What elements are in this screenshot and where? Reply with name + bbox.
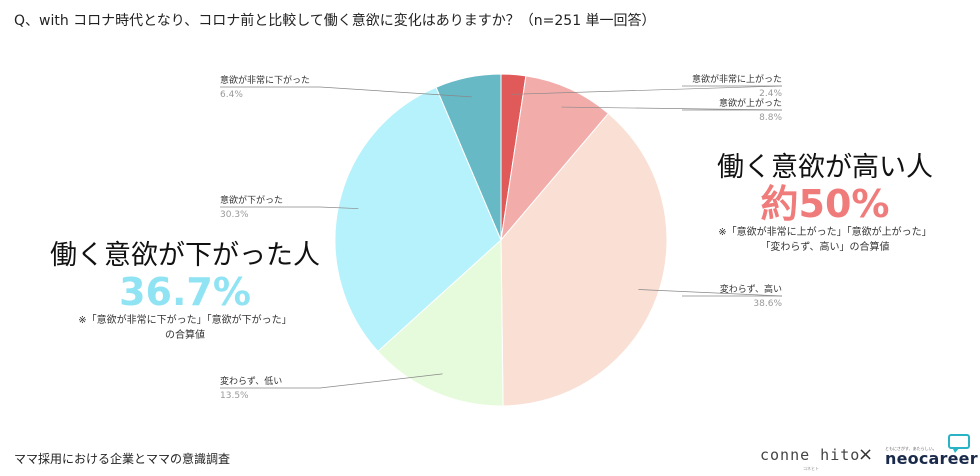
label-leaders: [220, 85, 783, 389]
leader-line-6: [319, 86, 472, 98]
slice-labels: 意欲が非常に上がった 2.4%意欲が上がった 8.8% 変わらず、高い 38.6% 変わら…: [220, 73, 782, 401]
callout-low-note-1: ※「意欲が非常に下がった」「意欲が下がった」: [78, 315, 292, 327]
pie-slice-5: [334, 86, 502, 353]
neocareer-logo: neocareer: [885, 449, 978, 468]
leader-line-4: [319, 373, 443, 389]
slice-value-3: 38.6%: [753, 299, 782, 309]
speech-bubble-icon: [948, 434, 970, 453]
slice-label-6: 意欲が非常に下がった: [220, 74, 310, 86]
slice-value-6: 6.4%: [220, 90, 243, 100]
pie-slice-4: [377, 238, 504, 407]
pie-slice-6: [435, 73, 502, 241]
callout-low-percent: 36.7%: [119, 270, 251, 315]
slice-value-5: 30.3%: [220, 210, 249, 220]
callout-low: 働く意欲が下がった人 36.7% ※「意欲が非常に下がった」「意欲が下がった」 …: [20, 240, 350, 343]
pie-slice-2: [500, 75, 610, 242]
leader-line-5: [319, 206, 359, 209]
callout-high: 働く意欲が高い人 約50% ※「意欲が非常に上がった」「意欲が上がった」 「変わ…: [700, 152, 950, 255]
slice-label-3: 変わらず、高い: [720, 283, 782, 295]
callout-low-note-2: の合算値: [165, 329, 205, 341]
neocareer-tagline: ともにさがす、あたらしい。: [885, 446, 937, 451]
conne-hito-logo-sub: コネヒト: [803, 466, 819, 471]
slice-label-5: 意欲が下がった: [220, 194, 283, 206]
cross-icon: ×: [858, 444, 874, 465]
callout-high-percent: 約50%: [760, 182, 890, 227]
leader-line-1: [511, 85, 783, 95]
callout-low-heading: 働く意欲が下がった人: [50, 240, 320, 271]
slice-value-1: 2.4%: [759, 89, 782, 99]
survey-name: ママ採用における企業とママの意識調査: [14, 452, 231, 466]
callout-high-note-2: 「変わらず、高い」の合算値: [760, 241, 890, 253]
slice-label-1: 意欲が非常に上がった: [692, 73, 782, 85]
leader-line-3: [638, 289, 783, 297]
slice-value-2: 8.8%: [759, 113, 782, 123]
slice-label-4: 変わらず、低い: [220, 375, 282, 387]
conne-hito-logo: conne hito: [760, 446, 861, 464]
leader-line-2: [561, 106, 783, 111]
callout-high-note-1: ※「意欲が非常に上がった」「意欲が上がった」: [718, 227, 932, 239]
slice-label-2: 意欲が上がった: [719, 97, 782, 109]
pie-slices: [334, 73, 668, 407]
slice-value-4: 13.5%: [220, 391, 249, 401]
pie-slice-3: [500, 112, 668, 407]
page-title: Q、with コロナ時代となり、コロナ前と比較して働く意欲に変化はありますか？（…: [14, 13, 656, 29]
callout-high-heading: 働く意欲が高い人: [717, 152, 933, 183]
